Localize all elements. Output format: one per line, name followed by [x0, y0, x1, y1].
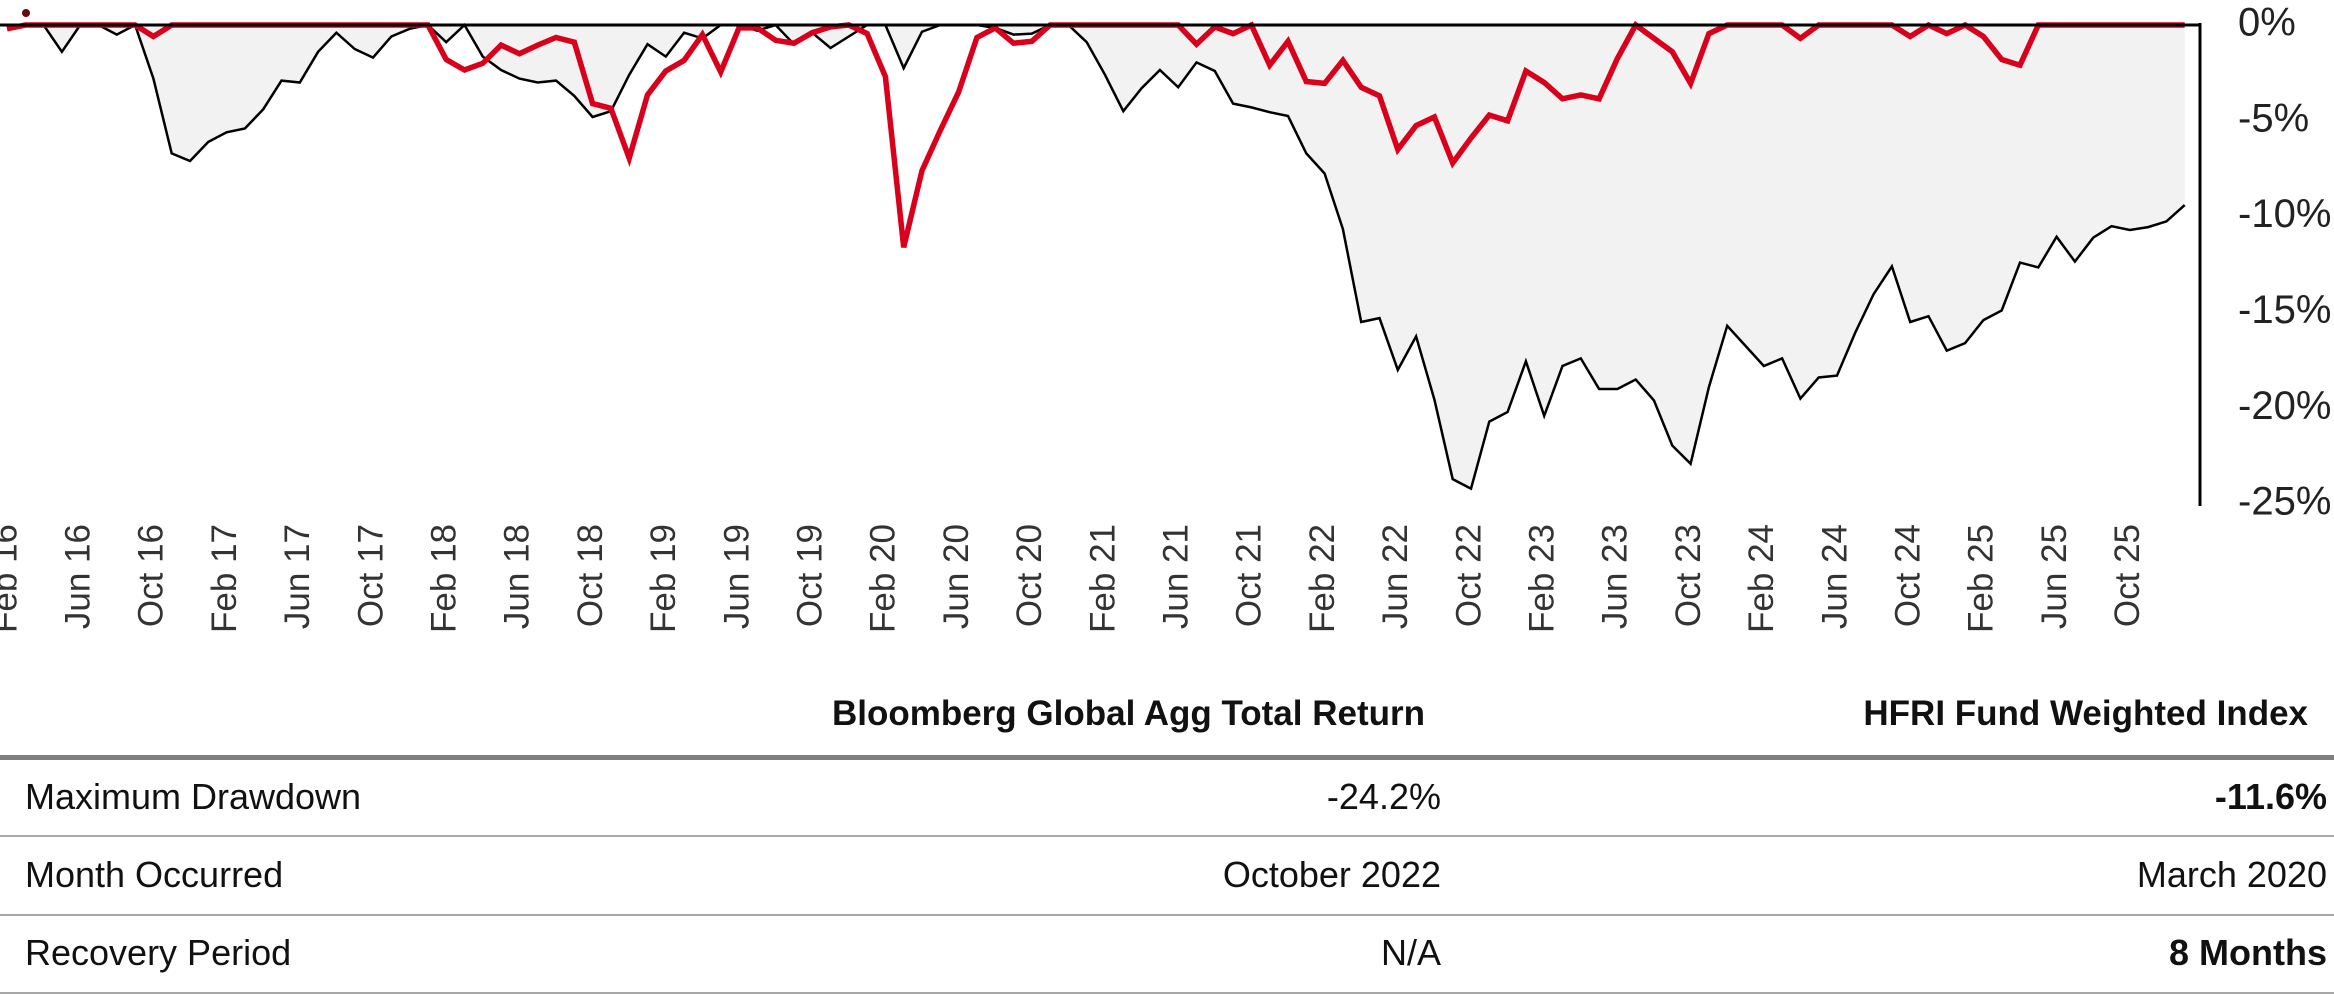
- row-label: Recovery Period: [25, 932, 292, 973]
- hfri-value: March 2020: [2136, 854, 2327, 895]
- y-tick-label: -5%: [2238, 96, 2309, 140]
- hfri-value: 8 Months: [2169, 932, 2327, 973]
- x-tick-label: Jun 19: [717, 524, 756, 629]
- x-tick-label: Oct 18: [571, 524, 610, 627]
- row-label: Maximum Drawdown: [25, 776, 362, 817]
- x-tick-label: Oct 22: [1449, 524, 1488, 627]
- x-tick-label: Oct 21: [1230, 524, 1269, 627]
- y-tick-label: 0%: [2238, 1, 2296, 45]
- bloomberg-value: N/A: [1380, 932, 1441, 973]
- bloomberg-line: [7, 23, 2186, 491]
- x-tick-label: Jun 17: [278, 524, 317, 629]
- y-tick-label: -10%: [2238, 192, 2331, 236]
- x-tick-label: Jun 20: [937, 524, 976, 629]
- x-tick-label: Feb 18: [424, 524, 463, 633]
- x-tick-label: Feb 25: [1962, 524, 2001, 633]
- drawdown-chart: 0% -5% -10% -15% -20% -25% Feb 16 Jun 16 Oct 16…: [0, 1, 2331, 633]
- y-tick-label: -20%: [2238, 384, 2331, 428]
- x-axis-ticks: Feb 16 Jun 16 Oct 16 Feb 17 Jun 17 Oct 17 Feb …: [0, 524, 2147, 633]
- hfri-value: -11.6%: [2214, 776, 2327, 817]
- axis-layer: [0, 9, 2202, 506]
- x-tick-label: Feb 19: [644, 524, 683, 633]
- bloomberg-value: -24.2%: [1326, 776, 1441, 817]
- x-tick-label: Jun 25: [2035, 524, 2074, 629]
- row-divider: [0, 914, 2334, 916]
- x-tick-label: Oct 23: [1669, 524, 1708, 627]
- x-tick-label: Oct 25: [2108, 524, 2147, 627]
- row-divider: [0, 835, 2334, 837]
- x-tick-label: Feb 22: [1303, 524, 1342, 633]
- x-tick-label: Oct 17: [351, 524, 390, 627]
- y-tick-label: -25%: [2238, 480, 2331, 524]
- x-tick-label: Feb 16: [0, 524, 24, 633]
- row-label: Month Occurred: [25, 854, 284, 895]
- x-tick-label: Jun 21: [1156, 524, 1195, 629]
- row-divider: [0, 992, 2334, 994]
- x-tick-label: Feb 24: [1742, 524, 1781, 633]
- column-header-bloomberg: Bloomberg Global Agg Total Return: [831, 694, 1425, 733]
- x-tick-label: Jun 18: [498, 524, 537, 629]
- x-tick-label: Feb 20: [864, 524, 903, 633]
- x-tick-label: Oct 20: [1010, 524, 1049, 627]
- header-divider: [0, 755, 2334, 760]
- x-tick-label: Jun 23: [1596, 524, 1635, 629]
- marker-dot: [22, 9, 30, 17]
- x-tick-label: Oct 16: [132, 524, 171, 627]
- x-tick-label: Feb 17: [205, 524, 244, 633]
- column-header-hfri: HFRI Fund Weighted Index: [1863, 694, 2308, 733]
- y-axis-ticks: 0% -5% -10% -15% -20% -25%: [2238, 1, 2331, 524]
- x-tick-label: Feb 21: [1083, 524, 1122, 633]
- series-area-fill: [7, 25, 2185, 489]
- x-tick-label: Jun 24: [1815, 524, 1854, 629]
- x-tick-label: Oct 24: [1888, 524, 1927, 627]
- y-tick-label: -15%: [2238, 288, 2331, 332]
- x-tick-label: Oct 19: [790, 524, 829, 627]
- x-tick-label: Jun 16: [58, 524, 97, 629]
- x-tick-label: Feb 23: [1522, 524, 1561, 633]
- x-tick-label: Jun 22: [1376, 524, 1415, 629]
- area-layer: [7, 25, 2185, 489]
- bloomberg-value: October 2022: [1222, 854, 1441, 895]
